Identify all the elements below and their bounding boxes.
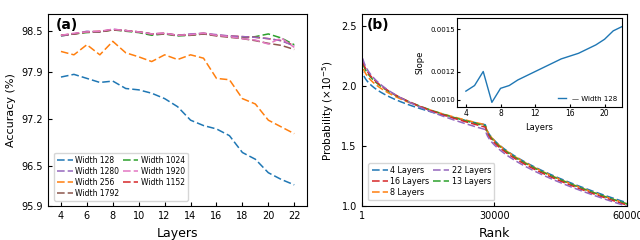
Legend: 4 Layers, 16 Layers, 8 Layers, 22 Layers, 13 Layers: 4 Layers, 16 Layers, 8 Layers, 22 Layers…	[368, 163, 494, 200]
X-axis label: Rank: Rank	[479, 227, 510, 240]
Y-axis label: Probability ($\times10^{-5}$): Probability ($\times10^{-5}$)	[320, 60, 336, 161]
Legend: Width 128, Width 1280, Width 256, Width 1792, Width 1024, Width 1920, Width 1152: Width 128, Width 1280, Width 256, Width …	[54, 153, 188, 201]
Text: (b): (b)	[367, 18, 390, 32]
Y-axis label: Accuracy (%): Accuracy (%)	[6, 73, 16, 147]
Text: (a): (a)	[56, 18, 78, 32]
X-axis label: Layers: Layers	[157, 227, 198, 240]
